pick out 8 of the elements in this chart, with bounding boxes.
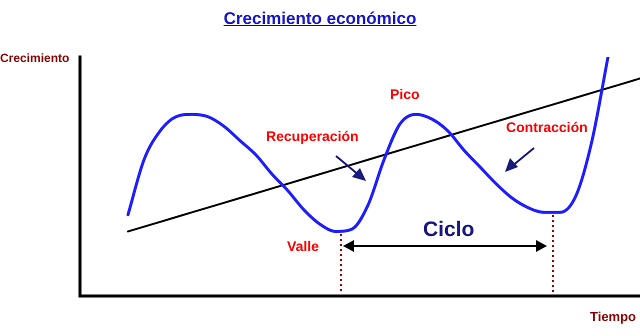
annotation: Recuperación [266,128,359,144]
annotation: Pico [390,86,420,102]
annotation: Valle [287,238,319,254]
annotation: Ciclo [423,218,474,242]
chart-title: Crecimiento económico [222,9,418,29]
x-axis-title: Tiempo [590,309,636,324]
annotation: Contracción [506,119,588,135]
y-axis-title: Crecimiento [0,51,70,65]
